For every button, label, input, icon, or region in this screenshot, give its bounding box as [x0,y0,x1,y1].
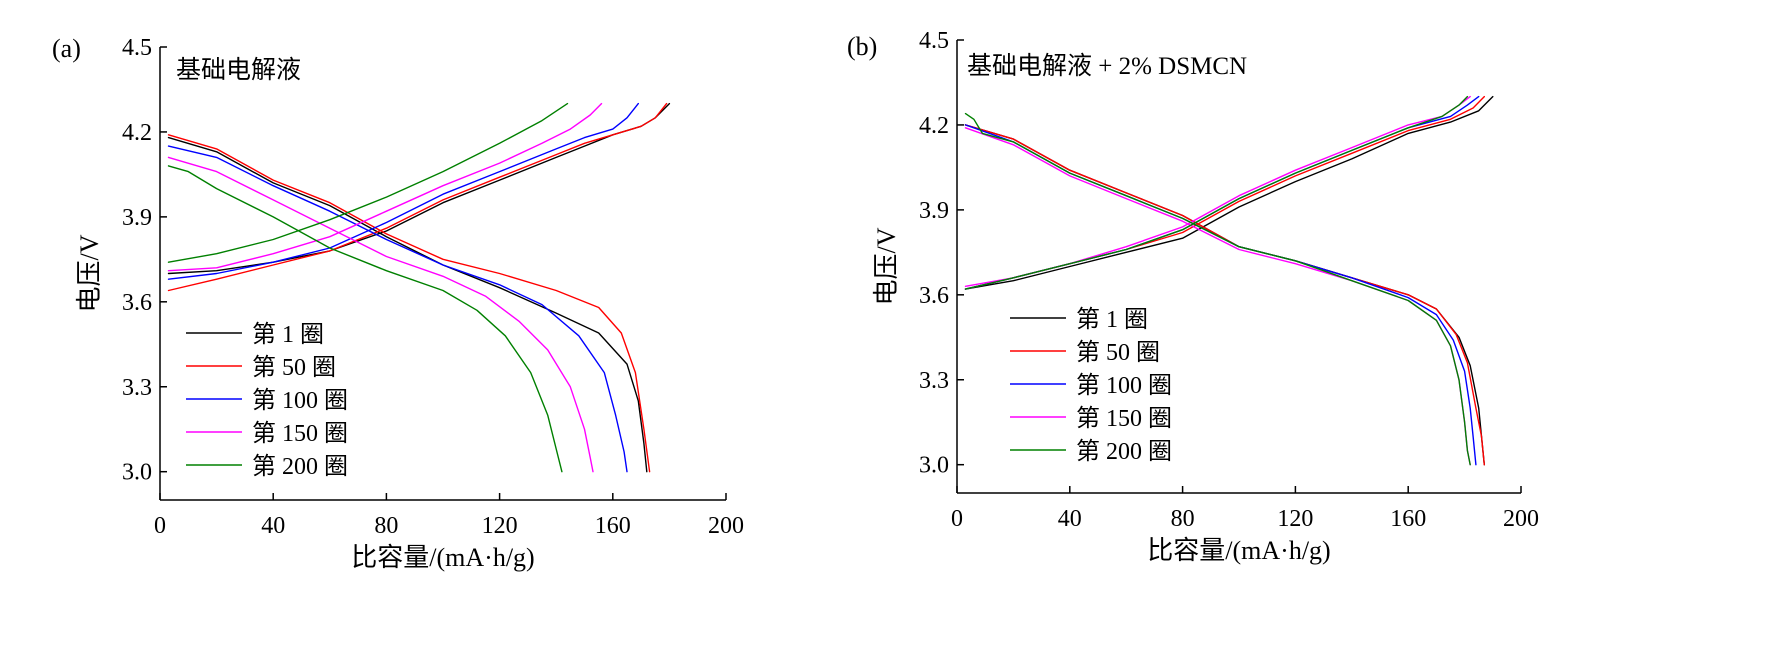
panel-label: (a) [52,34,81,63]
y-axis-title: 电压/V [75,234,104,312]
legend-label: 第 100 圈 [1076,372,1172,399]
y-tick-label: 4.2 [122,120,152,146]
x-axis-title: 比容量/(mA·h/g) [1147,536,1330,565]
series-3-charge-line [167,102,639,280]
panel-a: 0 40 80 120 160 200 3.0 3.3 3.6 3.9 4.2 4.5 (a) 基础电解液… [0,0,880,652]
y-tick-label: 3.3 [919,368,949,394]
series-2-discharge-line [167,134,651,473]
legend-label: 第 200 圈 [1076,438,1172,465]
chart-a-svg: 0 40 80 120 160 200 3.0 3.3 3.6 3.9 4.2 4.5 (a) 基础电解液… [52,34,744,572]
series-4-discharge-line [167,156,594,473]
series-1-discharge-line [167,136,648,473]
panel-b: 0 40 80 120 160 200 3.0 3.3 3.6 3.9 4.2 4.5 (b) 基础电解液… [847,0,1771,652]
series-5-charge-line [964,95,1469,290]
y-tick-label: 3.9 [122,205,152,231]
x-tick-label: 160 [1390,506,1426,532]
series-1-charge-line [964,95,1494,290]
x-tick-label: 120 [1277,506,1313,532]
y-tick-label: 3.0 [122,460,152,486]
series-5-charge-line [167,102,569,263]
chart-annotation: 基础电解液 + 2% DSMCN [967,52,1247,80]
legend-label: 第 1 圈 [1076,306,1148,333]
series-3-discharge-line [964,124,1477,466]
x-tick-label: 80 [374,513,398,539]
series-2-discharge-line [964,124,1485,466]
series-4-charge-line [964,95,1471,287]
series-3-discharge-line [167,145,628,473]
series-3-charge-line [964,95,1480,290]
y-tick-label: 4.2 [919,113,949,139]
series-5-discharge-line [964,112,1471,466]
panel-label: (b) [847,32,877,61]
x-axis-title: 比容量/(mA·h/g) [351,543,534,572]
y-tick-label: 3.6 [122,290,152,316]
y-tick-label: 3.0 [919,453,949,479]
series-2-charge-line [167,102,668,292]
legend-label: 第 1 圈 [252,321,324,348]
y-tick-label: 4.5 [919,28,949,54]
x-tick-label: 200 [1503,506,1539,532]
legend: 第 1 圈第 50 圈第 100 圈第 150 圈第 200 圈 [186,321,348,480]
legend-label: 第 150 圈 [1076,405,1172,432]
x-tick-label: 160 [595,513,631,539]
y-tick-label: 4.5 [122,35,152,61]
legend-label: 第 100 圈 [252,387,348,414]
y-axis-title: 电压/V [872,227,901,305]
y-tick-label: 3.6 [919,283,949,309]
x-tick-label: 200 [708,513,744,539]
legend-label: 第 150 圈 [252,420,348,447]
chart-b-svg: 0 40 80 120 160 200 3.0 3.3 3.6 3.9 4.2 4.5 (b) 基础电解液… [847,28,1539,565]
legend-label: 第 200 圈 [252,453,348,480]
y-tick-label: 3.3 [122,375,152,401]
series-4-charge-line [167,102,603,272]
x-tick-label: 0 [154,513,166,539]
chart-annotation: 基础电解液 [176,56,301,84]
series-5-discharge-line [167,165,563,473]
legend-label: 第 50 圈 [252,354,336,381]
legend: 第 1 圈第 50 圈第 100 圈第 150 圈第 200 圈 [1010,306,1172,465]
x-tick-label: 40 [1058,506,1082,532]
x-tick-label: 120 [482,513,518,539]
legend-label: 第 50 圈 [1076,339,1160,366]
x-tick-label: 0 [951,506,963,532]
x-tick-label: 40 [261,513,285,539]
y-tick-label: 3.9 [919,198,949,224]
x-tick-label: 80 [1171,506,1195,532]
